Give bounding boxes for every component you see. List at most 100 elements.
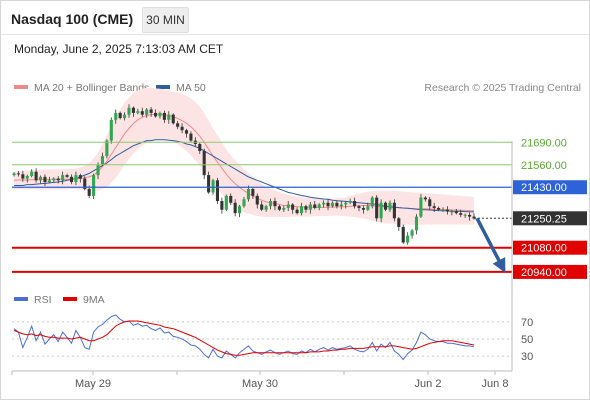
rsi-tick-70: 70 (521, 317, 533, 329)
legend-label-ma50: MA 50 (176, 82, 206, 94)
price-candles (12, 104, 476, 245)
candle-body-62 (286, 204, 290, 208)
candle-body-61 (282, 207, 286, 210)
x-tick-label-2: Jun 2 (415, 378, 442, 390)
candle-body-11 (61, 175, 65, 181)
bollinger-bands (14, 87, 474, 225)
candle-body-49 (229, 195, 233, 203)
legend-swatch-9ma (63, 297, 77, 301)
candle-body-34 (162, 112, 166, 120)
candle-body-55 (255, 195, 259, 205)
candle-body-16 (83, 178, 87, 189)
candle-body-2 (21, 174, 25, 179)
rsi-tick-50: 50 (521, 334, 533, 346)
candle-body-25 (123, 114, 127, 119)
candle-body-33 (158, 112, 162, 117)
candle-body-21 (105, 140, 109, 157)
candle-body-97 (441, 209, 445, 211)
level-label-4: 21080.00 (521, 243, 567, 255)
candle-body-65 (299, 206, 304, 214)
level-label-3: 21250.25 (521, 213, 567, 225)
rsi-legend: RSI 9MA (14, 294, 105, 306)
candle-body-48 (224, 195, 228, 210)
candle-body-85 (388, 202, 392, 210)
candle-body-39 (184, 130, 189, 134)
candle-body-51 (238, 206, 242, 214)
candle-body-93 (423, 197, 427, 200)
ma50-line (14, 139, 475, 213)
instrument-title: Nasdaq 100 (CME) (11, 11, 134, 27)
candle-body-12 (65, 175, 69, 177)
candle-body-7 (43, 176, 47, 183)
candle-body-13 (69, 176, 74, 183)
level-tag-5 (513, 264, 587, 279)
candle-body-84 (383, 202, 388, 210)
candle-body-67 (308, 204, 312, 210)
candle-body-57 (264, 206, 268, 210)
candle-body-70 (322, 202, 326, 205)
legend-swatch-ma20 (14, 85, 28, 89)
level-tag-3 (513, 211, 587, 226)
level-label-5: 20940.00 (521, 267, 567, 279)
candle-body-24 (118, 112, 122, 119)
x-axis-ticks: May 29 May 30 Jun 2 Jun 8 (11, 371, 508, 390)
candle-body-86 (392, 202, 396, 219)
projection-arrowhead (492, 257, 506, 273)
candle-body-10 (56, 178, 60, 181)
candle-body-23 (114, 112, 118, 120)
candle-body-66 (304, 206, 308, 210)
candle-body-19 (96, 164, 100, 176)
candle-body-40 (189, 133, 193, 141)
candle-body-14 (74, 175, 78, 183)
candle-body-83 (379, 202, 383, 219)
legend-label-ma20: MA 20 + Bollinger Bands (34, 82, 149, 94)
candle-body-63 (291, 204, 295, 210)
rsi-ma9-line (13, 320, 475, 356)
x-tick-label-0: May 29 (75, 378, 111, 390)
candle-body-88 (401, 226, 405, 243)
candle-body-80 (366, 206, 370, 210)
x-tick-label-1: May 30 (242, 378, 278, 390)
candle-body-78 (357, 206, 361, 208)
candle-body-81 (370, 197, 374, 207)
credit-text: Research © 2025 Trading Central (424, 82, 581, 94)
candle-body-56 (260, 204, 264, 210)
candle-body-38 (180, 126, 184, 131)
candle-body-74 (339, 204, 343, 207)
candle-body-79 (361, 207, 365, 210)
timeframe-button[interactable]: 30 MIN (142, 7, 189, 33)
candle-body-45 (211, 180, 215, 193)
candle-body-92 (419, 197, 423, 217)
header-divider (1, 34, 589, 35)
candle-body-68 (313, 204, 317, 208)
candle-body-26 (127, 107, 131, 115)
candle-body-90 (410, 230, 414, 236)
moving-averages (13, 113, 475, 213)
candle-body-64 (295, 209, 299, 214)
candle-body-72 (330, 202, 335, 207)
candle-body-53 (246, 188, 250, 200)
candle-body-91 (414, 216, 419, 231)
candle-body-100 (454, 211, 458, 214)
candle-body-103 (468, 214, 472, 217)
legend-swatch-rsi (14, 297, 28, 301)
candle-body-31 (149, 109, 153, 113)
candle-body-99 (450, 211, 454, 213)
candle-body-15 (78, 175, 82, 179)
candle-body-0 (12, 173, 16, 176)
candle-body-18 (92, 175, 96, 196)
candle-body-77 (353, 201, 357, 207)
candle-body-104 (472, 216, 476, 219)
candle-body-4 (30, 171, 34, 176)
candle-body-76 (348, 201, 352, 203)
candle-body-5 (34, 171, 38, 181)
candle-body-54 (251, 188, 255, 196)
level-tag-4 (513, 240, 587, 255)
date-time: Monday, June 2, 2025 7:13:03 AM CET (14, 42, 224, 56)
candle-body-37 (176, 123, 180, 127)
candle-body-35 (167, 114, 171, 120)
candle-body-52 (242, 199, 246, 207)
bollinger-band-area (14, 87, 474, 225)
